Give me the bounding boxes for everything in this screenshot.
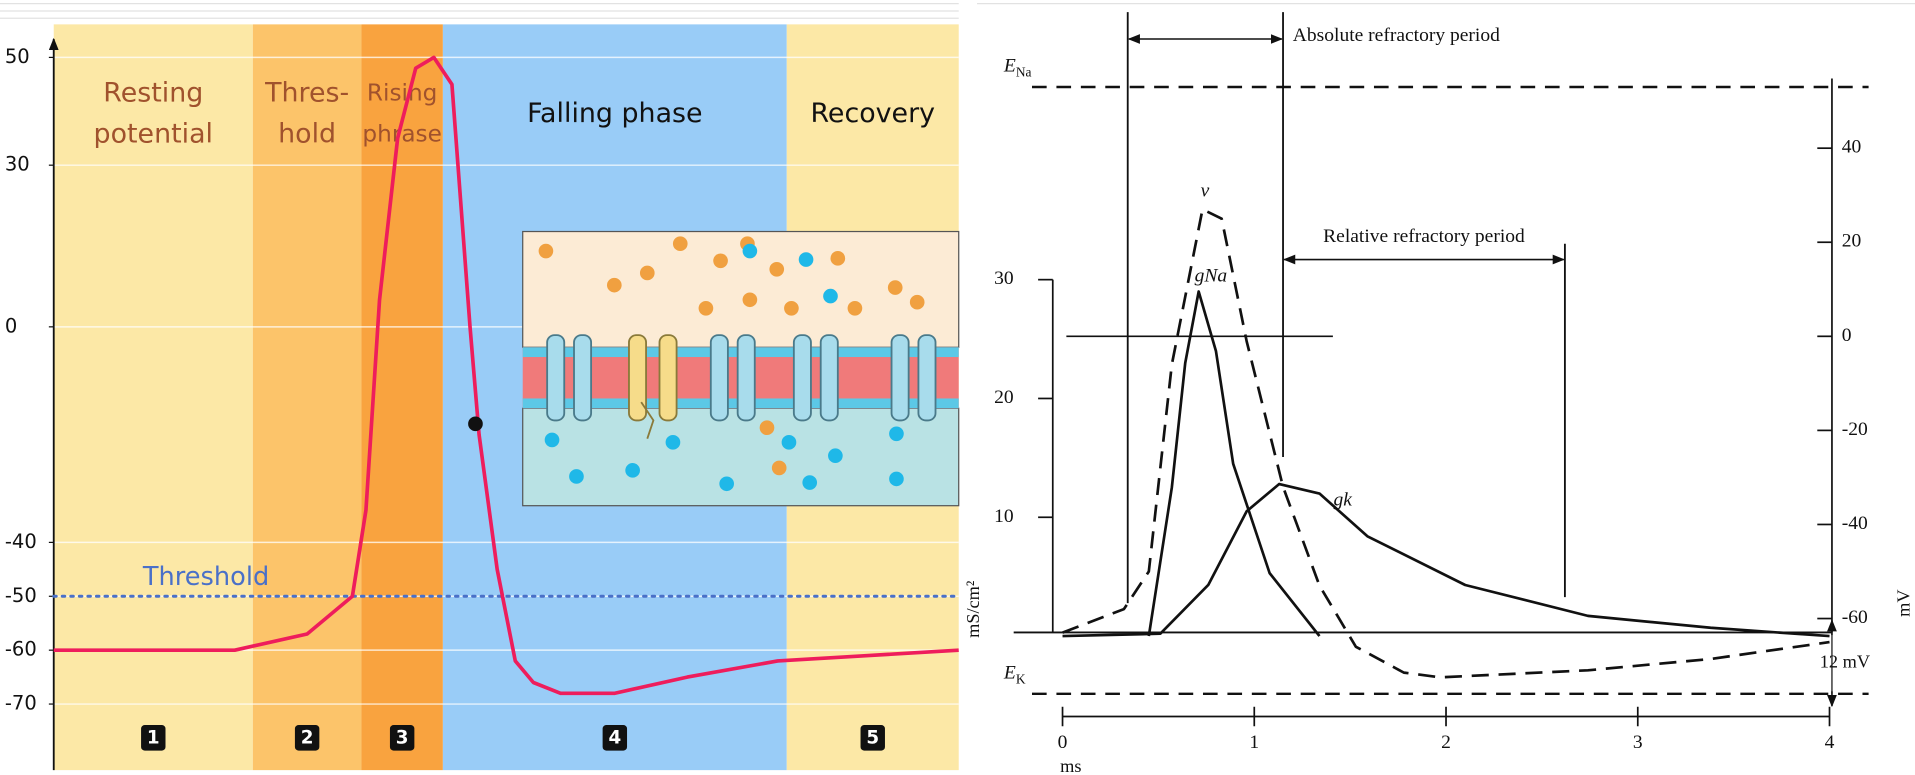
y-axis-label: mS/cm² xyxy=(963,580,983,638)
gap-label: 12 mV xyxy=(1820,651,1870,671)
phase-number: 1 xyxy=(147,727,160,748)
equilibrium-label: EK xyxy=(1003,663,1026,687)
y2-tick-label: 40 xyxy=(1842,137,1862,158)
y-tick-label: -40 xyxy=(5,530,37,553)
x-tick-label: 4 xyxy=(1825,732,1835,753)
series-line xyxy=(1063,484,1830,636)
phase-number: 4 xyxy=(608,727,621,748)
y-tick-label: 20 xyxy=(994,387,1014,408)
equilibrium-symbol: E xyxy=(1003,663,1016,684)
x-tick-label: 2 xyxy=(1441,732,1451,753)
phase-label: Resting xyxy=(103,77,203,108)
period-label: Absolute refractory period xyxy=(1293,25,1500,46)
phase-label: hold xyxy=(278,119,336,150)
equilibrium-symbol: E xyxy=(1003,56,1016,77)
page: {"chart_data": [ {"type": "line", "xlim"… xyxy=(0,0,1915,775)
x-axis-label: ms xyxy=(1060,756,1081,775)
y-tick-label: 0 xyxy=(5,314,17,337)
series-label: v xyxy=(1201,181,1210,202)
x-tick-label: 0 xyxy=(1058,732,1068,753)
equilibrium-subscript: K xyxy=(1016,671,1026,686)
y-tick-label: 10 xyxy=(994,506,1014,527)
y2-axis-label: mV xyxy=(1893,589,1913,616)
phase-label: potential xyxy=(94,119,213,150)
chart: Restingpotential1Thres-hold2Risingphrase… xyxy=(0,0,1915,775)
series-label: gNa xyxy=(1195,265,1228,286)
y-tick-label: -60 xyxy=(5,638,37,661)
equilibrium-subscript: Na xyxy=(1016,65,1032,80)
y-tick-label: 30 xyxy=(994,268,1014,289)
top-rules xyxy=(0,4,1915,19)
y2-tick-label: -40 xyxy=(1842,513,1868,534)
series-label: gk xyxy=(1333,490,1352,511)
phase-number: 3 xyxy=(396,727,409,748)
phase-label: Falling phase xyxy=(527,98,702,129)
y2-tick-label: -60 xyxy=(1842,607,1868,628)
x-tick-label: 1 xyxy=(1249,732,1259,753)
membrane-illustration xyxy=(523,232,959,506)
intracellular xyxy=(523,408,959,505)
y-tick-label: -70 xyxy=(5,692,37,715)
phase-label: Recovery xyxy=(810,98,935,129)
period-label: Relative refractory period xyxy=(1323,226,1525,247)
y-tick-label: 30 xyxy=(5,153,30,176)
y2-tick-label: 20 xyxy=(1842,231,1862,252)
y2-tick-label: -20 xyxy=(1842,419,1868,440)
threshold-label: Threshold xyxy=(142,562,269,592)
phase-label: Rising xyxy=(367,79,437,106)
x-tick-label: 3 xyxy=(1633,732,1643,753)
y2-tick-label: 0 xyxy=(1842,325,1852,346)
phase-number: 2 xyxy=(301,727,314,748)
phase-number: 5 xyxy=(866,727,879,748)
equilibrium-label: ENa xyxy=(1003,56,1032,80)
series-line xyxy=(1149,292,1320,637)
phase-label: Thres- xyxy=(264,77,349,108)
y-tick-label: -50 xyxy=(5,584,37,607)
marker-dot xyxy=(468,417,483,432)
y-tick-label: 50 xyxy=(5,45,30,68)
